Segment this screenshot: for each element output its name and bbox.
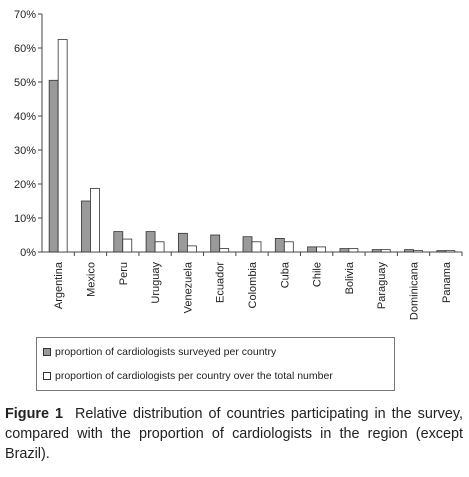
x-tick-label: Colombia [247,261,259,308]
legend: proportion of cardiologists surveyed per… [36,337,395,391]
bar-total-chile [316,246,327,253]
x-axis: Argentina Mexico Peru Uruguay Venezuela Ecuad… [42,251,463,320]
bar-surveyed-bolivia [339,248,350,253]
bar-total-mexico [90,188,100,253]
legend-label-total: proportion of cardiologists per country … [55,370,333,382]
x-tick-label: Argentina [53,261,65,309]
legend-swatch-surveyed [43,348,51,356]
x-tick-label: Paraguay [376,262,388,310]
legend-swatch-total [43,372,51,380]
bars [48,39,456,253]
bar-surveyed-ecuador [210,234,221,253]
y-tick-label: 40% [14,111,36,123]
bar-total-venezuela [186,245,197,253]
bar-surveyed-venezuela [177,232,188,253]
figure-caption: Figure 1 Relative distribution of countri… [5,404,463,464]
x-tick-label: Uruguay [150,262,162,304]
bar-total-uruguay [154,241,165,253]
y-tick-label: 30% [14,145,36,157]
x-tick-label: Ecuador [215,262,227,303]
bar-total-peru [122,238,133,253]
x-tick-label: Panama [441,261,453,303]
bar-surveyed-mexico [81,200,91,253]
bar-surveyed-argentina [48,79,59,253]
bar-total-paraguay [380,249,391,253]
x-tick-label: Bolivia [344,261,356,294]
bar-surveyed-dominicana [404,249,414,253]
bar-total-colombia [251,241,262,253]
legend-entry-total: proportion of cardiologists per country … [43,369,333,383]
y-tick-label: 50% [14,77,36,89]
bar-total-argentina [57,39,68,253]
legend-entry-surveyed: proportion of cardiologists surveyed per… [43,345,276,359]
bar-total-panama [445,250,456,253]
bar-surveyed-peru [113,231,124,253]
y-tick-label: 60% [14,43,36,55]
y-tick-label: 0% [20,247,36,259]
x-tick-label: Dominicana [409,261,421,320]
bar-total-bolivia [348,248,359,253]
x-tick-label: Venezuela [182,261,194,313]
bar-chart: 0% 10% 20% 30% 40% 50% 60% 70% Argentina Mexico P… [14,9,463,320]
caption-text: Relative distribution of countries parti… [5,406,463,462]
x-tick-label: Mexico [85,262,97,297]
bar-total-dominicana [413,250,423,253]
y-axis: 0% 10% 20% 30% 40% 50% 60% 70% [14,9,43,259]
bar-total-cuba [283,241,294,253]
bar-surveyed-uruguay [145,231,156,253]
bar-surveyed-paraguay [371,249,382,253]
bar-total-ecuador [219,248,230,253]
x-tick-label: Chile [312,262,324,287]
legend-label-surveyed: proportion of cardiologists surveyed per… [55,346,277,358]
x-tick-label: Peru [118,262,130,285]
x-tick-label: Cuba [279,261,291,288]
bar-surveyed-chile [307,246,318,253]
bar-surveyed-cuba [274,237,285,253]
figure-label: Figure 1 [5,406,63,422]
y-tick-label: 10% [14,213,36,225]
y-tick-label: 20% [14,179,36,191]
bar-surveyed-colombia [242,236,253,253]
bar-surveyed-panama [436,250,447,253]
y-tick-label: 70% [14,9,36,21]
